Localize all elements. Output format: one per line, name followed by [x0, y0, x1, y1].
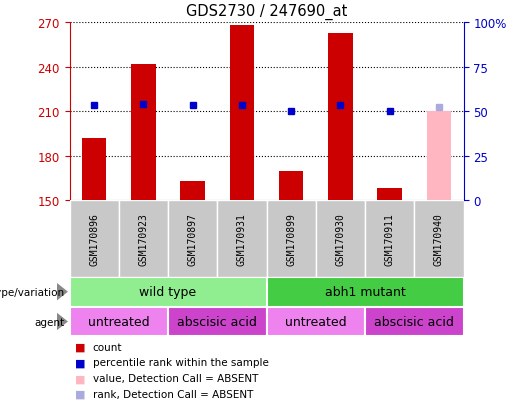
- Text: percentile rank within the sample: percentile rank within the sample: [93, 358, 269, 368]
- Bar: [70, 307, 168, 337]
- Title: GDS2730 / 247690_at: GDS2730 / 247690_at: [186, 4, 347, 20]
- Bar: [426, 112, 451, 201]
- Bar: [267, 307, 365, 337]
- Text: ■: ■: [75, 373, 85, 383]
- Bar: [119, 201, 168, 277]
- Text: GSM170896: GSM170896: [89, 213, 99, 265]
- Text: GSM170940: GSM170940: [434, 213, 444, 265]
- Text: value, Detection Call = ABSENT: value, Detection Call = ABSENT: [93, 373, 258, 383]
- Polygon shape: [57, 313, 68, 331]
- Bar: [316, 201, 365, 277]
- Text: count: count: [93, 342, 122, 352]
- Text: GSM170899: GSM170899: [286, 213, 296, 265]
- Bar: [217, 201, 267, 277]
- Bar: [328, 33, 353, 201]
- Bar: [230, 26, 254, 201]
- Text: agent: agent: [35, 317, 64, 327]
- Text: ■: ■: [75, 389, 85, 399]
- Bar: [70, 277, 267, 307]
- Text: ■: ■: [75, 342, 85, 352]
- Polygon shape: [57, 283, 68, 301]
- Text: ■: ■: [75, 358, 85, 368]
- Text: rank, Detection Call = ABSENT: rank, Detection Call = ABSENT: [93, 389, 253, 399]
- Bar: [365, 307, 464, 337]
- Text: GSM170930: GSM170930: [335, 213, 346, 265]
- Text: abscisic acid: abscisic acid: [177, 315, 257, 328]
- Bar: [377, 189, 402, 201]
- Text: abscisic acid: abscisic acid: [374, 315, 454, 328]
- Text: untreated: untreated: [285, 315, 347, 328]
- Text: abh1 mutant: abh1 mutant: [324, 285, 405, 299]
- Text: genotype/variation: genotype/variation: [0, 287, 64, 297]
- Bar: [365, 201, 414, 277]
- Text: GSM170931: GSM170931: [237, 213, 247, 265]
- Text: wild type: wild type: [140, 285, 197, 299]
- Bar: [180, 181, 205, 201]
- Bar: [168, 201, 217, 277]
- Text: untreated: untreated: [88, 315, 149, 328]
- Text: GSM170897: GSM170897: [187, 213, 198, 265]
- Text: GSM170923: GSM170923: [139, 213, 148, 265]
- Bar: [267, 277, 464, 307]
- Bar: [131, 64, 156, 201]
- Text: GSM170911: GSM170911: [385, 213, 394, 265]
- Bar: [82, 139, 107, 201]
- Bar: [70, 201, 119, 277]
- Bar: [414, 201, 464, 277]
- Bar: [267, 201, 316, 277]
- Bar: [279, 171, 303, 201]
- Bar: [168, 307, 267, 337]
